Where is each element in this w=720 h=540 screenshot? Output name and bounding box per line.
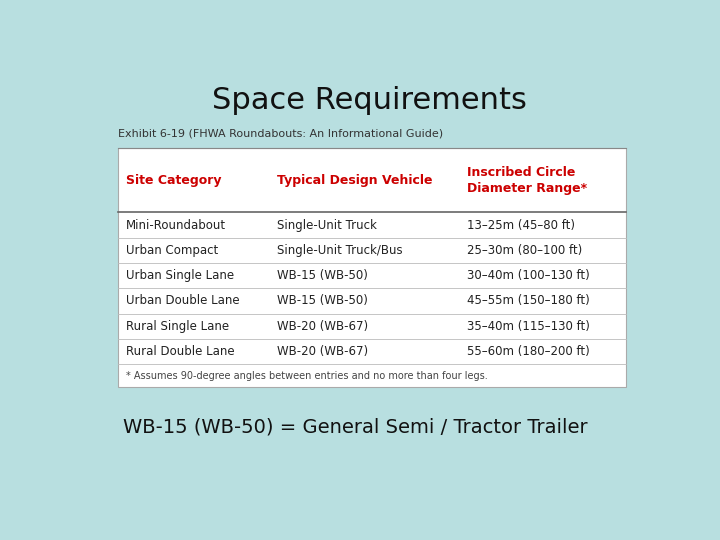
Text: 55–60m (180–200 ft): 55–60m (180–200 ft) — [467, 345, 590, 358]
Text: WB-20 (WB-67): WB-20 (WB-67) — [277, 320, 368, 333]
Text: Rural Single Lane: Rural Single Lane — [126, 320, 230, 333]
Text: Mini-Roundabout: Mini-Roundabout — [126, 219, 226, 232]
Text: Site Category: Site Category — [126, 174, 222, 187]
Text: Typical Design Vehicle: Typical Design Vehicle — [277, 174, 433, 187]
Text: Exhibit 6-19 (FHWA Roundabouts: An Informational Guide): Exhibit 6-19 (FHWA Roundabouts: An Infor… — [118, 129, 443, 138]
Text: Urban Single Lane: Urban Single Lane — [126, 269, 235, 282]
Text: WB-15 (WB-50): WB-15 (WB-50) — [277, 294, 368, 307]
Text: 13–25m (45–80 ft): 13–25m (45–80 ft) — [467, 219, 575, 232]
Text: WB-15 (WB-50) = General Semi / Tractor Trailer: WB-15 (WB-50) = General Semi / Tractor T… — [124, 417, 588, 436]
Text: WB-15 (WB-50): WB-15 (WB-50) — [277, 269, 368, 282]
Text: Rural Double Lane: Rural Double Lane — [126, 345, 235, 358]
Text: Urban Compact: Urban Compact — [126, 244, 219, 257]
Text: 30–40m (100–130 ft): 30–40m (100–130 ft) — [467, 269, 590, 282]
Text: Single-Unit Truck: Single-Unit Truck — [277, 219, 377, 232]
Text: * Assumes 90-degree angles between entries and no more than four legs.: * Assumes 90-degree angles between entri… — [126, 370, 488, 381]
Text: WB-20 (WB-67): WB-20 (WB-67) — [277, 345, 368, 358]
Text: 45–55m (150–180 ft): 45–55m (150–180 ft) — [467, 294, 590, 307]
Text: Inscribed Circle
Diameter Range*: Inscribed Circle Diameter Range* — [467, 166, 587, 195]
Text: 25–30m (80–100 ft): 25–30m (80–100 ft) — [467, 244, 582, 257]
Text: Space Requirements: Space Requirements — [212, 86, 526, 114]
Text: 35–40m (115–130 ft): 35–40m (115–130 ft) — [467, 320, 590, 333]
Text: Urban Double Lane: Urban Double Lane — [126, 294, 240, 307]
FancyBboxPatch shape — [118, 148, 626, 387]
Text: Single-Unit Truck/Bus: Single-Unit Truck/Bus — [277, 244, 402, 257]
